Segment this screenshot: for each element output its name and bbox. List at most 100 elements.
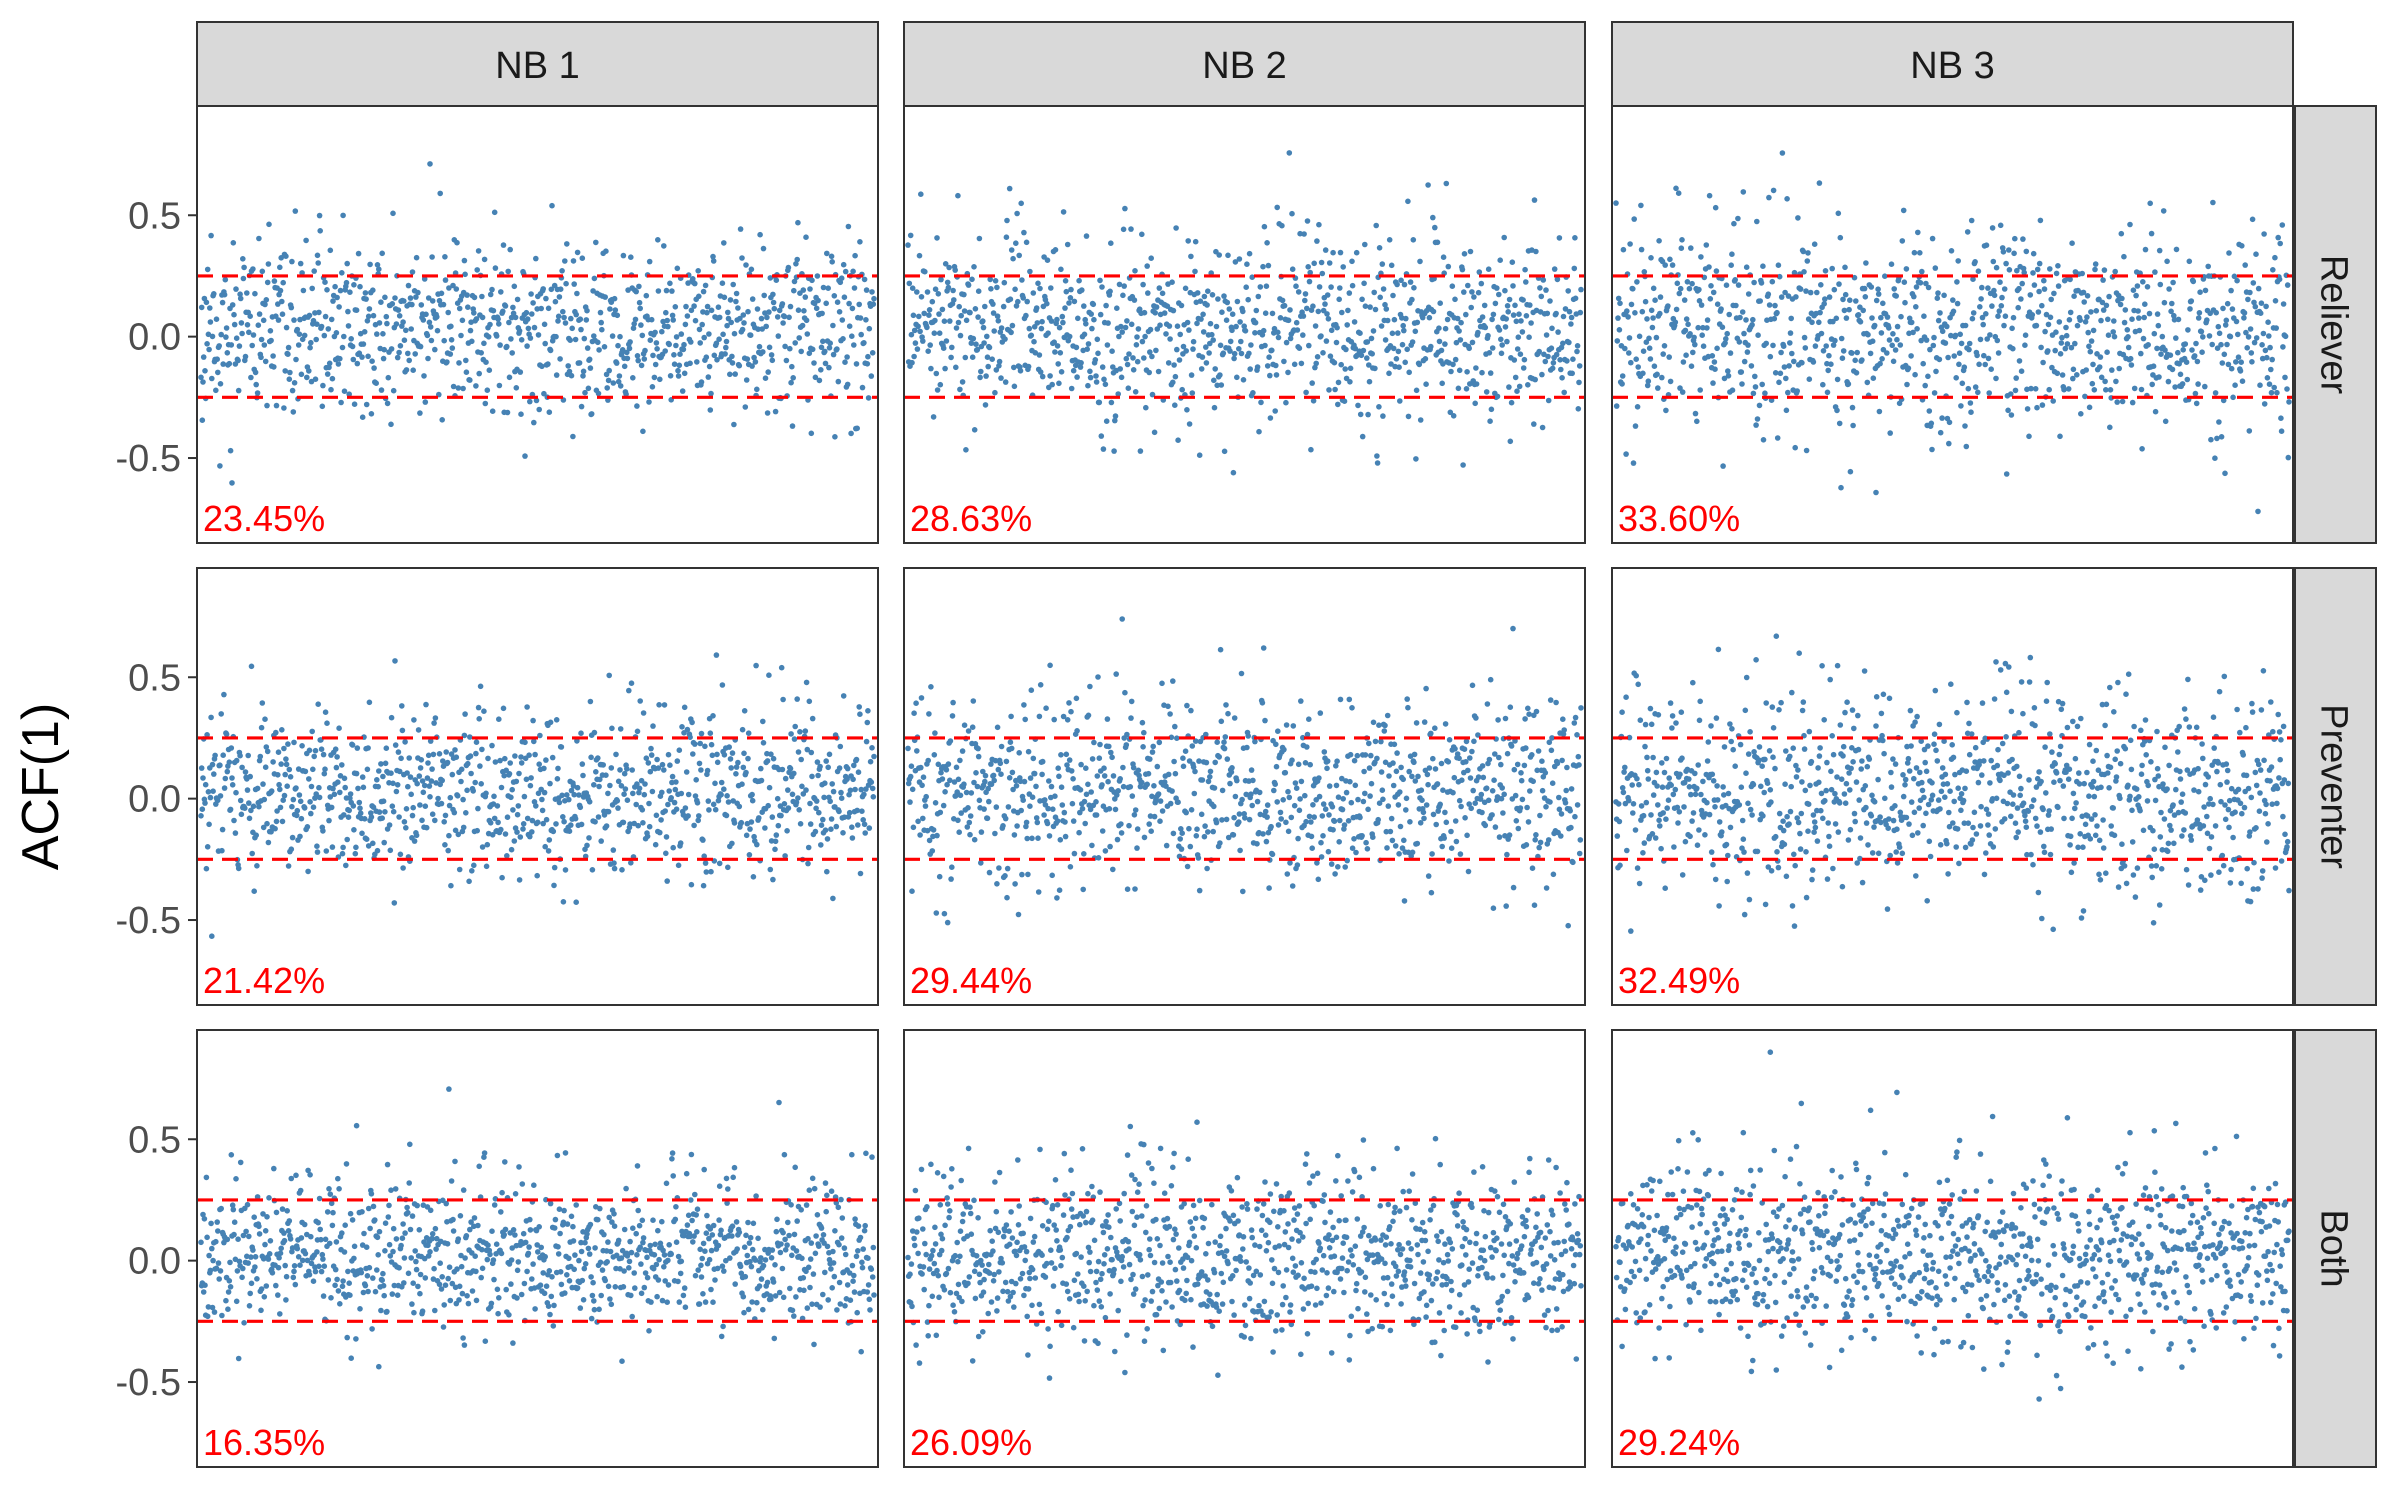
data-point	[1252, 738, 1258, 745]
data-point	[1843, 315, 1850, 321]
data-point	[1250, 777, 1256, 784]
data-point	[249, 850, 255, 857]
data-point	[1184, 407, 1190, 413]
data-point	[1795, 215, 1801, 221]
data-point	[1575, 406, 1582, 412]
data-point	[1704, 317, 1711, 323]
data-point	[289, 803, 295, 810]
data-point	[516, 877, 523, 883]
data-point	[551, 882, 557, 889]
data-point	[1070, 776, 1076, 782]
data-point	[1649, 324, 1656, 331]
data-point	[1557, 357, 1563, 363]
data-point	[539, 796, 545, 803]
data-point	[1517, 805, 1524, 811]
data-point	[934, 235, 940, 241]
data-point	[313, 336, 320, 343]
data-point	[865, 395, 872, 401]
data-point	[2212, 390, 2219, 396]
data-point	[370, 840, 376, 847]
data-point	[855, 769, 862, 775]
data-point	[240, 255, 246, 262]
data-point	[1239, 796, 1245, 803]
data-point	[1170, 307, 1177, 314]
data-point	[2249, 216, 2256, 223]
data-point	[1052, 247, 1059, 253]
data-point	[972, 306, 979, 312]
data-point	[215, 369, 221, 376]
data-point	[1002, 815, 1009, 822]
data-point	[392, 742, 399, 748]
data-point	[1452, 746, 1458, 752]
data-point	[836, 765, 843, 771]
data-point	[561, 818, 567, 825]
data-point	[2036, 260, 2043, 267]
data-point	[365, 843, 372, 849]
data-point	[1863, 260, 1869, 266]
panel: 23.45%	[196, 105, 879, 544]
data-point	[1772, 370, 1779, 376]
data-point	[1523, 842, 1530, 848]
data-point	[759, 326, 765, 332]
data-point	[709, 752, 716, 759]
data-point	[1272, 781, 1278, 787]
data-point	[1908, 319, 1915, 326]
data-point	[229, 302, 236, 308]
data-point	[441, 337, 448, 344]
data-point	[2086, 404, 2093, 411]
data-point	[383, 313, 390, 320]
data-point	[610, 380, 617, 386]
data-point	[1437, 300, 1443, 307]
data-point	[210, 788, 216, 794]
data-point	[1572, 295, 1579, 302]
data-point	[1152, 310, 1158, 316]
data-point	[2121, 319, 2128, 326]
data-point	[2267, 344, 2273, 351]
data-point	[636, 299, 643, 306]
data-point	[854, 807, 860, 814]
data-point	[2165, 378, 2172, 385]
data-point	[741, 750, 747, 757]
data-point	[1991, 292, 1998, 299]
data-point	[1908, 353, 1914, 359]
column-strip-label: NB 1	[495, 45, 579, 87]
data-point	[1968, 409, 1974, 416]
data-point	[1752, 373, 1758, 380]
data-point	[1482, 324, 1489, 331]
data-point	[1475, 329, 1481, 336]
data-point	[429, 254, 435, 260]
data-point	[974, 783, 981, 790]
data-point	[1929, 446, 1935, 453]
data-point	[1976, 361, 1982, 368]
data-point	[222, 775, 229, 782]
data-point	[764, 410, 771, 416]
data-point	[566, 368, 573, 375]
data-point	[305, 868, 311, 875]
data-point	[961, 291, 967, 298]
data-point	[666, 788, 672, 794]
data-point	[1429, 851, 1435, 857]
data-point	[1184, 702, 1190, 709]
data-point	[982, 303, 988, 310]
data-point	[814, 273, 821, 279]
data-point	[384, 320, 390, 327]
data-point	[1869, 315, 1875, 321]
data-point	[638, 362, 645, 369]
data-point	[928, 365, 934, 372]
data-point	[280, 797, 287, 803]
data-point	[1380, 286, 1387, 292]
data-point	[2023, 248, 2030, 255]
data-point	[235, 865, 242, 872]
data-point	[2005, 407, 2011, 414]
data-point	[648, 316, 655, 323]
data-point	[982, 772, 989, 779]
data-point	[826, 751, 833, 758]
data-point	[770, 299, 777, 306]
data-point	[791, 736, 798, 742]
data-point	[310, 317, 317, 324]
data-point	[287, 369, 293, 376]
data-point	[1532, 837, 1538, 843]
data-point	[198, 765, 205, 771]
data-point	[1358, 352, 1365, 359]
data-point	[588, 411, 595, 417]
